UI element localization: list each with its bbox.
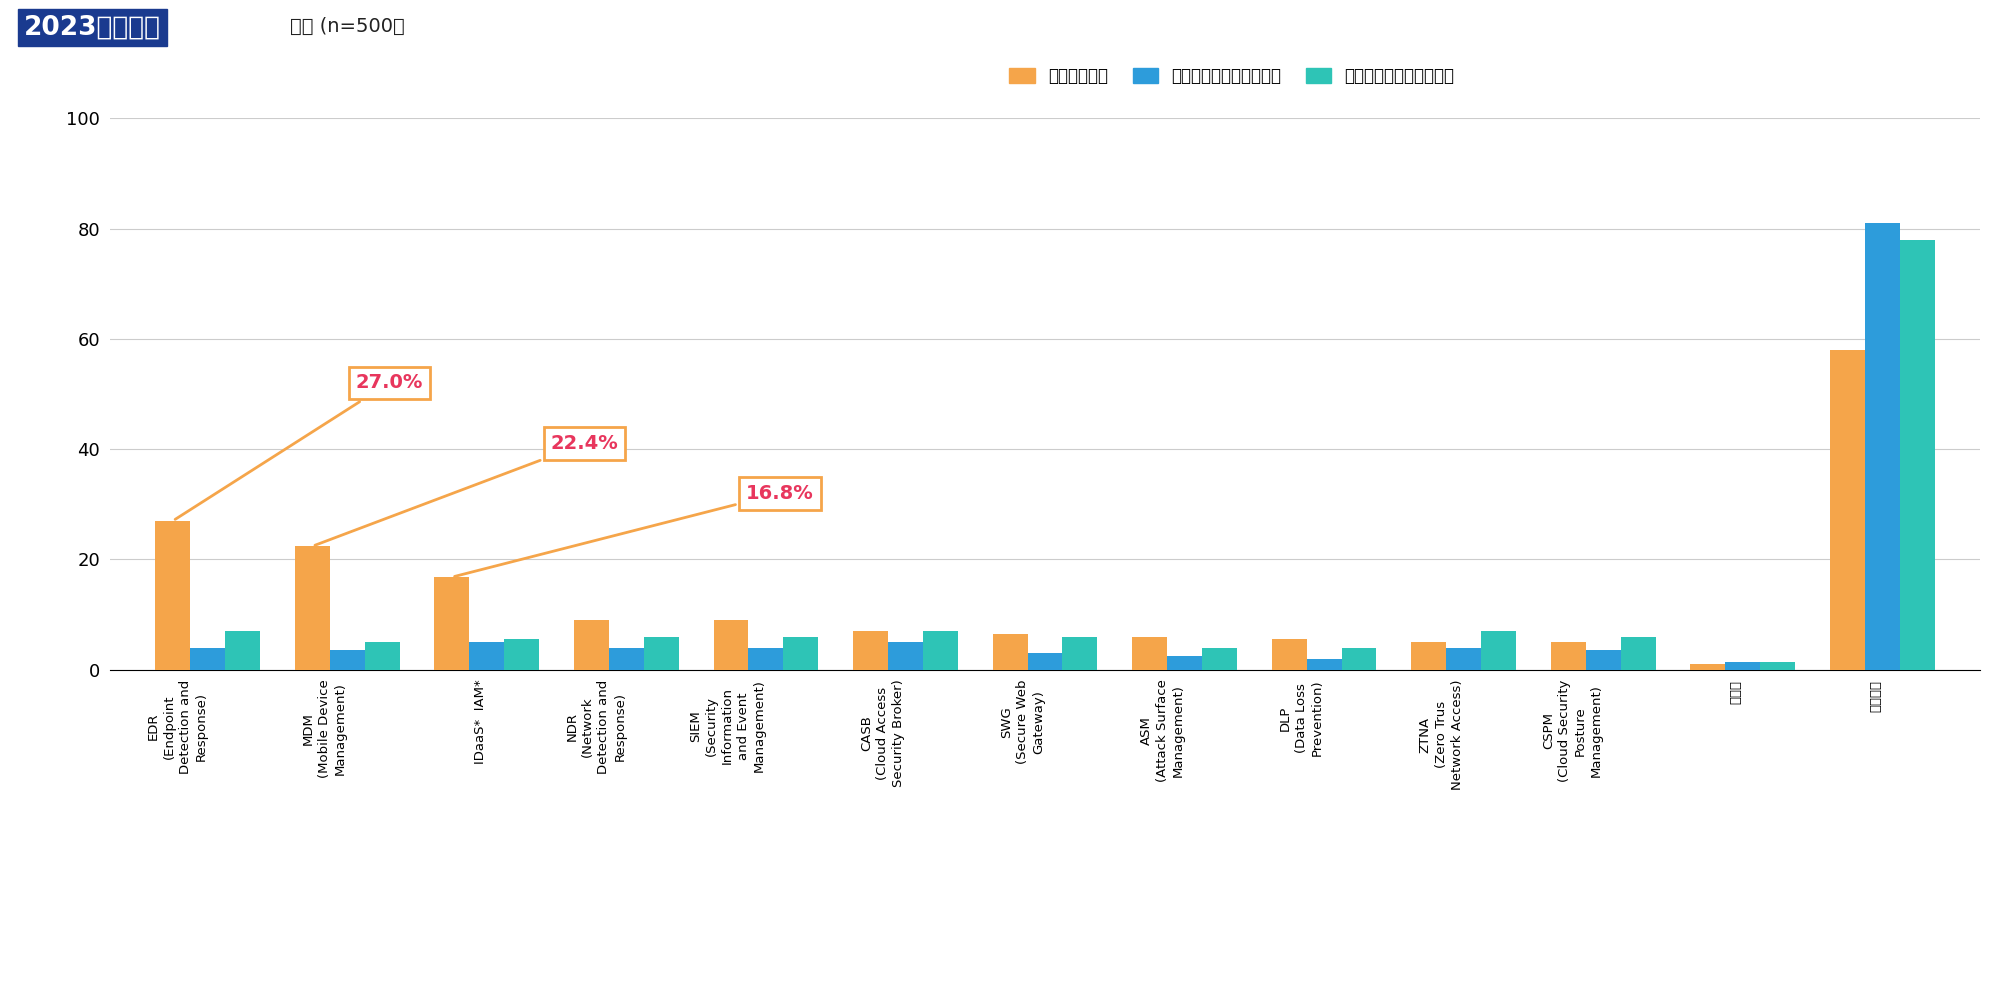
Bar	[1760, 662, 1796, 670]
Text: 2023年度調査: 2023年度調査	[24, 15, 160, 40]
Bar	[1412, 642, 1446, 670]
Bar	[1342, 648, 1376, 670]
Bar	[1202, 648, 1236, 670]
Legend: 既に導入済み, 今後１年以内に導入予定, 今後３年以内に導入予定: 既に導入済み, 今後１年以内に導入予定, 今後３年以内に導入予定	[1002, 60, 1462, 92]
Bar	[1132, 636, 1168, 670]
Bar	[574, 621, 608, 670]
Bar	[330, 650, 364, 670]
Bar	[470, 642, 504, 670]
Bar	[1864, 223, 1900, 670]
Bar	[1306, 659, 1342, 670]
Bar	[226, 631, 260, 670]
Text: 27.0%: 27.0%	[176, 373, 422, 519]
Bar	[1446, 648, 1482, 670]
Text: 16.8%: 16.8%	[454, 484, 814, 576]
Bar	[1062, 636, 1098, 670]
Bar	[1620, 636, 1656, 670]
Bar	[644, 636, 678, 670]
Bar	[922, 631, 958, 670]
Bar	[1726, 662, 1760, 670]
Bar	[784, 636, 818, 670]
Bar	[156, 521, 190, 670]
Bar	[854, 631, 888, 670]
Bar	[190, 648, 226, 670]
Bar	[504, 639, 540, 670]
Bar	[714, 621, 748, 670]
Bar	[364, 642, 400, 670]
Bar	[888, 642, 922, 670]
Bar	[992, 634, 1028, 670]
Bar	[1900, 239, 1934, 670]
Bar	[1586, 650, 1620, 670]
Bar	[1272, 639, 1306, 670]
Text: 全体 (n=500）: 全体 (n=500）	[290, 17, 404, 35]
Bar	[1830, 350, 1864, 670]
Bar	[748, 648, 784, 670]
Bar	[1690, 664, 1726, 670]
Bar	[608, 648, 644, 670]
Bar	[1482, 631, 1516, 670]
Bar	[1028, 653, 1062, 670]
Bar	[294, 547, 330, 670]
Bar	[1168, 656, 1202, 670]
Bar	[434, 577, 470, 670]
Text: 22.4%: 22.4%	[314, 434, 618, 546]
Bar	[1550, 642, 1586, 670]
